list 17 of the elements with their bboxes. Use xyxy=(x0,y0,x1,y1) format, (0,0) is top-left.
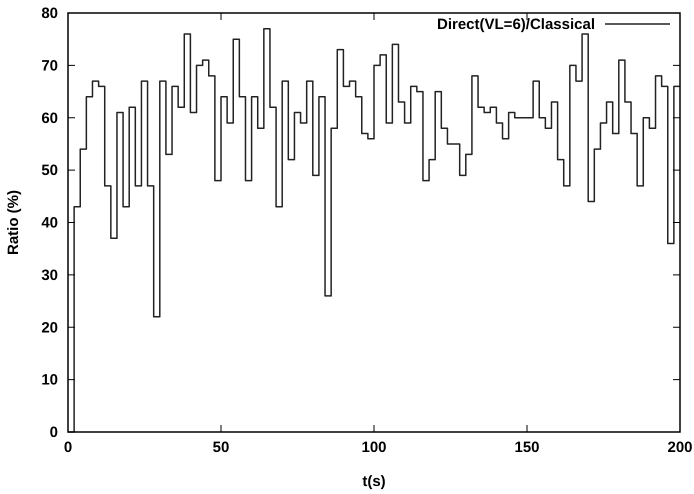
legend-label: Direct(VL=6)/Classical xyxy=(437,16,595,33)
y-axis-title: Ratio (%) xyxy=(5,190,22,255)
y-tick-label: 0 xyxy=(50,424,58,441)
x-tick-label: 100 xyxy=(361,439,387,456)
y-tick-label: 80 xyxy=(41,5,58,22)
y-tick-label: 30 xyxy=(41,266,58,284)
y-tick-label: 10 xyxy=(41,372,58,389)
y-tick-label: 20 xyxy=(41,319,58,336)
y-tick-label: 50 xyxy=(41,162,58,180)
y-tick-label: 40 xyxy=(41,214,58,232)
y-tick-label: 60 xyxy=(41,110,58,127)
x-tick-label: 50 xyxy=(212,439,230,456)
x-tick-label: 0 xyxy=(64,439,72,456)
x-tick-label: 200 xyxy=(667,439,693,456)
x-axis-title: t(s) xyxy=(362,473,386,490)
y-tick-label: 70 xyxy=(41,57,58,74)
x-tick-label: 150 xyxy=(514,439,540,456)
